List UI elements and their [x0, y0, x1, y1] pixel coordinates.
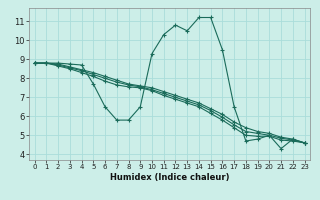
X-axis label: Humidex (Indice chaleur): Humidex (Indice chaleur): [110, 173, 229, 182]
